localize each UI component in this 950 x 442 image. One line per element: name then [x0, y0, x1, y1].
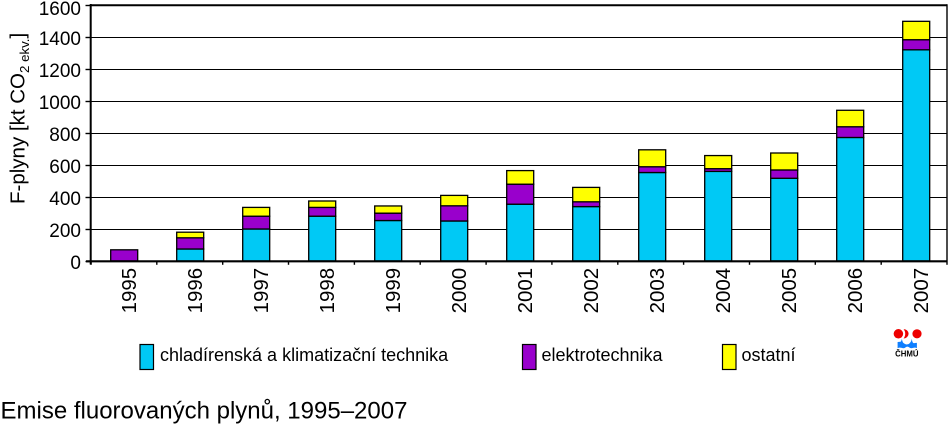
- svg-text:400: 400: [49, 189, 81, 210]
- svg-text:2002: 2002: [580, 268, 603, 314]
- svg-text:0: 0: [70, 253, 81, 274]
- svg-text:1999: 1999: [382, 268, 405, 314]
- svg-text:1996: 1996: [184, 268, 207, 314]
- svg-text:2001: 2001: [514, 268, 537, 314]
- svg-text:2000: 2000: [448, 268, 471, 314]
- svg-text:1200: 1200: [39, 61, 81, 82]
- svg-text:600: 600: [49, 157, 81, 178]
- svg-text:ostatní: ostatní: [742, 345, 796, 365]
- svg-text:ČHMÚ: ČHMÚ: [895, 349, 919, 358]
- svg-text:800: 800: [49, 125, 81, 146]
- svg-text:1995: 1995: [118, 268, 141, 314]
- svg-text:1998: 1998: [316, 268, 339, 314]
- svg-text:1400: 1400: [39, 29, 81, 50]
- svg-text:2004: 2004: [712, 268, 735, 314]
- svg-text:Emise fluorovaných plynů, 1995: Emise fluorovaných plynů, 1995–2007: [1, 398, 408, 425]
- svg-text:elektrotechnika: elektrotechnika: [542, 345, 664, 365]
- svg-text:1600: 1600: [39, 0, 81, 20]
- svg-text:1000: 1000: [39, 93, 81, 114]
- svg-text:2006: 2006: [844, 268, 867, 314]
- svg-text:200: 200: [49, 221, 81, 242]
- svg-text:1997: 1997: [250, 268, 273, 314]
- svg-text:chladírenská a klimatizační te: chladírenská a klimatizační technika: [160, 345, 449, 365]
- svg-text:2007: 2007: [910, 268, 933, 314]
- svg-text:2005: 2005: [778, 268, 801, 314]
- svg-text:2003: 2003: [646, 268, 669, 314]
- svg-text:F-plyny [kt CO2 ekv.]: F-plyny [kt CO2 ekv.]: [7, 33, 32, 204]
